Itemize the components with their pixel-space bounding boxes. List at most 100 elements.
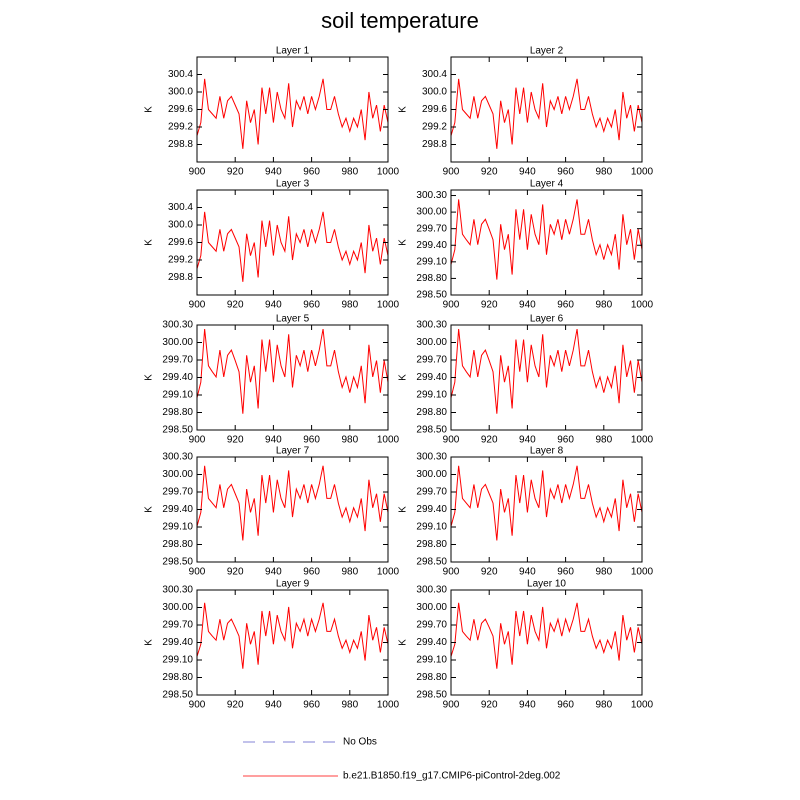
x-tick-label: 920: [481, 700, 498, 711]
y-axis-label: K: [398, 239, 409, 246]
y-tick-label: 298.50: [416, 557, 447, 568]
x-tick-label: 940: [519, 167, 536, 178]
y-axis-label: K: [144, 239, 155, 246]
y-tick-label: 299.6: [168, 237, 193, 248]
y-axis-label: K: [398, 506, 409, 513]
x-tick-label: 920: [227, 567, 244, 578]
x-tick-label: 1000: [631, 300, 654, 311]
x-tick-label: 960: [557, 567, 574, 578]
panel-title: Layer 9: [276, 579, 310, 590]
x-tick-label: 940: [519, 435, 536, 446]
x-tick-label: 940: [265, 567, 282, 578]
x-tick-label: 980: [341, 167, 358, 178]
x-tick-label: 1000: [377, 700, 400, 711]
y-tick-label: 299.10: [416, 390, 447, 401]
y-tick-label: 298.80: [416, 407, 447, 418]
x-tick-label: 900: [443, 700, 460, 711]
y-tick-label: 300.4: [422, 69, 447, 80]
y-tick-label: 299.70: [162, 487, 193, 498]
x-tick-label: 920: [481, 300, 498, 311]
y-tick-label: 298.80: [416, 273, 447, 284]
data-line: [196, 328, 389, 414]
x-tick-label: 920: [481, 167, 498, 178]
y-tick-label: 300.30: [162, 320, 193, 331]
x-tick-label: 900: [443, 567, 460, 578]
panel-title: Layer 8: [530, 446, 564, 457]
x-tick-label: 960: [303, 700, 320, 711]
panel-title: Layer 2: [530, 46, 564, 57]
y-tick-label: 298.80: [162, 672, 193, 683]
x-tick-label: 980: [595, 300, 612, 311]
y-tick-label: 299.10: [162, 655, 193, 666]
x-tick-label: 980: [595, 435, 612, 446]
figure-title: soil temperature: [321, 8, 479, 33]
x-tick-label: 920: [227, 167, 244, 178]
y-tick-label: 299.10: [416, 655, 447, 666]
x-tick-label: 940: [519, 700, 536, 711]
y-tick-label: 299.70: [416, 223, 447, 234]
y-tick-label: 298.80: [162, 539, 193, 550]
x-tick-label: 940: [265, 700, 282, 711]
x-tick-label: 920: [481, 435, 498, 446]
y-tick-label: 299.2: [168, 255, 193, 266]
x-tick-label: 1000: [377, 567, 400, 578]
data-line: [196, 602, 389, 669]
y-tick-label: 300.30: [416, 585, 447, 596]
y-tick-label: 300.30: [416, 452, 447, 463]
y-axis-label: K: [398, 106, 409, 113]
x-tick-label: 900: [189, 700, 206, 711]
y-tick-label: 299.10: [416, 256, 447, 267]
y-tick-label: 299.10: [416, 522, 447, 533]
y-tick-label: 299.10: [162, 522, 193, 533]
x-tick-label: 980: [595, 700, 612, 711]
y-tick-label: 298.50: [162, 557, 193, 568]
x-tick-label: 960: [303, 300, 320, 311]
x-tick-label: 1000: [377, 300, 400, 311]
x-tick-label: 980: [341, 300, 358, 311]
panel-title: Layer 3: [276, 179, 310, 190]
x-tick-label: 900: [443, 435, 460, 446]
y-tick-label: 299.40: [416, 504, 447, 515]
data-line: [196, 211, 389, 282]
data-line: [196, 465, 389, 541]
panel-title: Layer 7: [276, 446, 310, 457]
x-tick-label: 960: [557, 167, 574, 178]
y-tick-label: 298.80: [416, 539, 447, 550]
legend-label: No Obs: [343, 737, 377, 748]
y-tick-label: 300.00: [416, 602, 447, 613]
x-tick-label: 1000: [377, 435, 400, 446]
y-tick-label: 298.80: [416, 672, 447, 683]
y-tick-label: 300.00: [162, 602, 193, 613]
x-tick-label: 940: [265, 435, 282, 446]
y-tick-label: 299.70: [162, 620, 193, 631]
x-tick-label: 960: [303, 167, 320, 178]
x-tick-label: 900: [189, 167, 206, 178]
x-tick-label: 920: [227, 435, 244, 446]
y-tick-label: 300.00: [416, 207, 447, 218]
x-tick-label: 1000: [631, 167, 654, 178]
y-tick-label: 300.30: [416, 190, 447, 201]
x-tick-label: 980: [341, 567, 358, 578]
data-line: [196, 78, 389, 149]
plot-frame: [450, 189, 643, 296]
y-tick-label: 299.2: [168, 122, 193, 133]
x-tick-label: 980: [341, 700, 358, 711]
y-tick-label: 298.8: [168, 139, 193, 150]
y-tick-label: 299.40: [162, 637, 193, 648]
y-tick-label: 300.00: [162, 337, 193, 348]
data-line: [450, 199, 643, 280]
y-tick-label: 300.00: [162, 469, 193, 480]
x-tick-label: 920: [227, 700, 244, 711]
x-tick-label: 960: [557, 700, 574, 711]
y-tick-label: 299.70: [416, 620, 447, 631]
y-tick-label: 299.40: [162, 372, 193, 383]
x-tick-label: 960: [303, 435, 320, 446]
y-tick-label: 298.50: [162, 690, 193, 701]
panel-title: Layer 4: [530, 179, 564, 190]
y-tick-label: 300.4: [168, 202, 193, 213]
y-axis-label: K: [144, 106, 155, 113]
x-tick-label: 900: [443, 167, 460, 178]
y-tick-label: 299.70: [162, 355, 193, 366]
y-tick-label: 298.50: [416, 425, 447, 436]
